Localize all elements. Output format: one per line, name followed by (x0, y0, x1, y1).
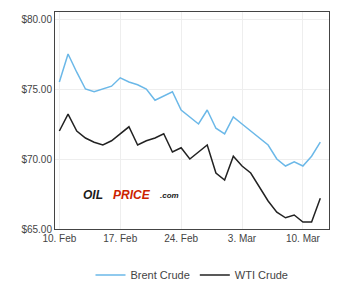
svg-text:$80.00: $80.00 (21, 14, 52, 25)
svg-text:$75.00: $75.00 (21, 84, 52, 95)
svg-text:Brent Crude: Brent Crude (131, 269, 190, 281)
svg-text:$70.00: $70.00 (21, 154, 52, 165)
svg-text:17. Feb: 17. Feb (103, 233, 137, 244)
svg-text:PRICE: PRICE (113, 188, 151, 202)
svg-text:OIL: OIL (83, 188, 103, 202)
svg-text:3. Mar: 3. Mar (228, 233, 257, 244)
svg-text:$65.00: $65.00 (21, 224, 52, 235)
svg-text:.com: .com (160, 191, 179, 200)
svg-text:WTI Crude: WTI Crude (235, 269, 288, 281)
svg-text:10. Mar: 10. Mar (286, 233, 321, 244)
svg-text:10. Feb: 10. Feb (42, 233, 76, 244)
svg-text:24. Feb: 24. Feb (164, 233, 198, 244)
